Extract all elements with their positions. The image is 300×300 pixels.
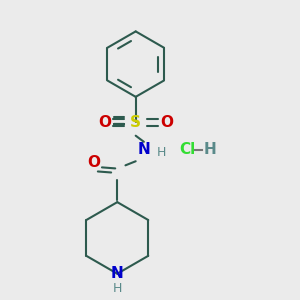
Text: H: H: [157, 146, 167, 158]
Text: O: O: [160, 115, 173, 130]
Text: H: H: [203, 142, 216, 158]
Text: H: H: [112, 281, 122, 295]
Text: N: N: [137, 142, 150, 158]
Text: O: O: [87, 155, 100, 170]
Text: O: O: [98, 115, 112, 130]
Text: S: S: [130, 115, 141, 130]
Text: Cl: Cl: [180, 142, 196, 158]
Text: N: N: [111, 266, 124, 281]
